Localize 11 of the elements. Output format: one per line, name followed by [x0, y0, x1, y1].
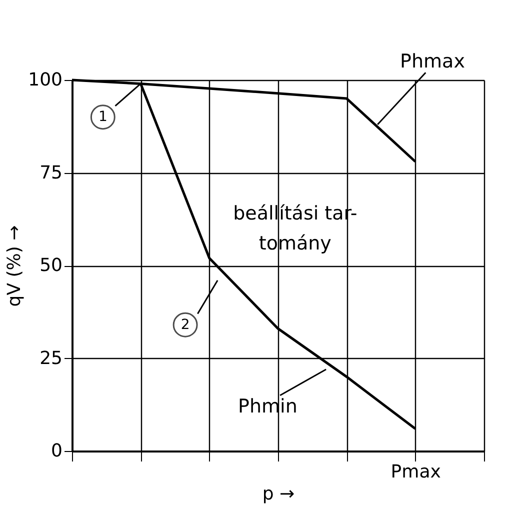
y-tick-label: 75 — [40, 162, 62, 184]
x-tick-label: Pmax — [390, 462, 442, 482]
y-tick-label: 50 — [40, 255, 62, 276]
y-tick-label: 0 — [51, 440, 62, 462]
x-axis-title: p → — [262, 484, 295, 504]
y-tick-label: 100 — [28, 70, 62, 90]
annotation: 2 — [180, 316, 190, 333]
y-axis-title: qV (%) → — [4, 225, 26, 307]
text: Phmax — [400, 50, 465, 72]
y-tick-label: 25 — [40, 348, 62, 369]
annotation: 1 — [98, 109, 108, 126]
